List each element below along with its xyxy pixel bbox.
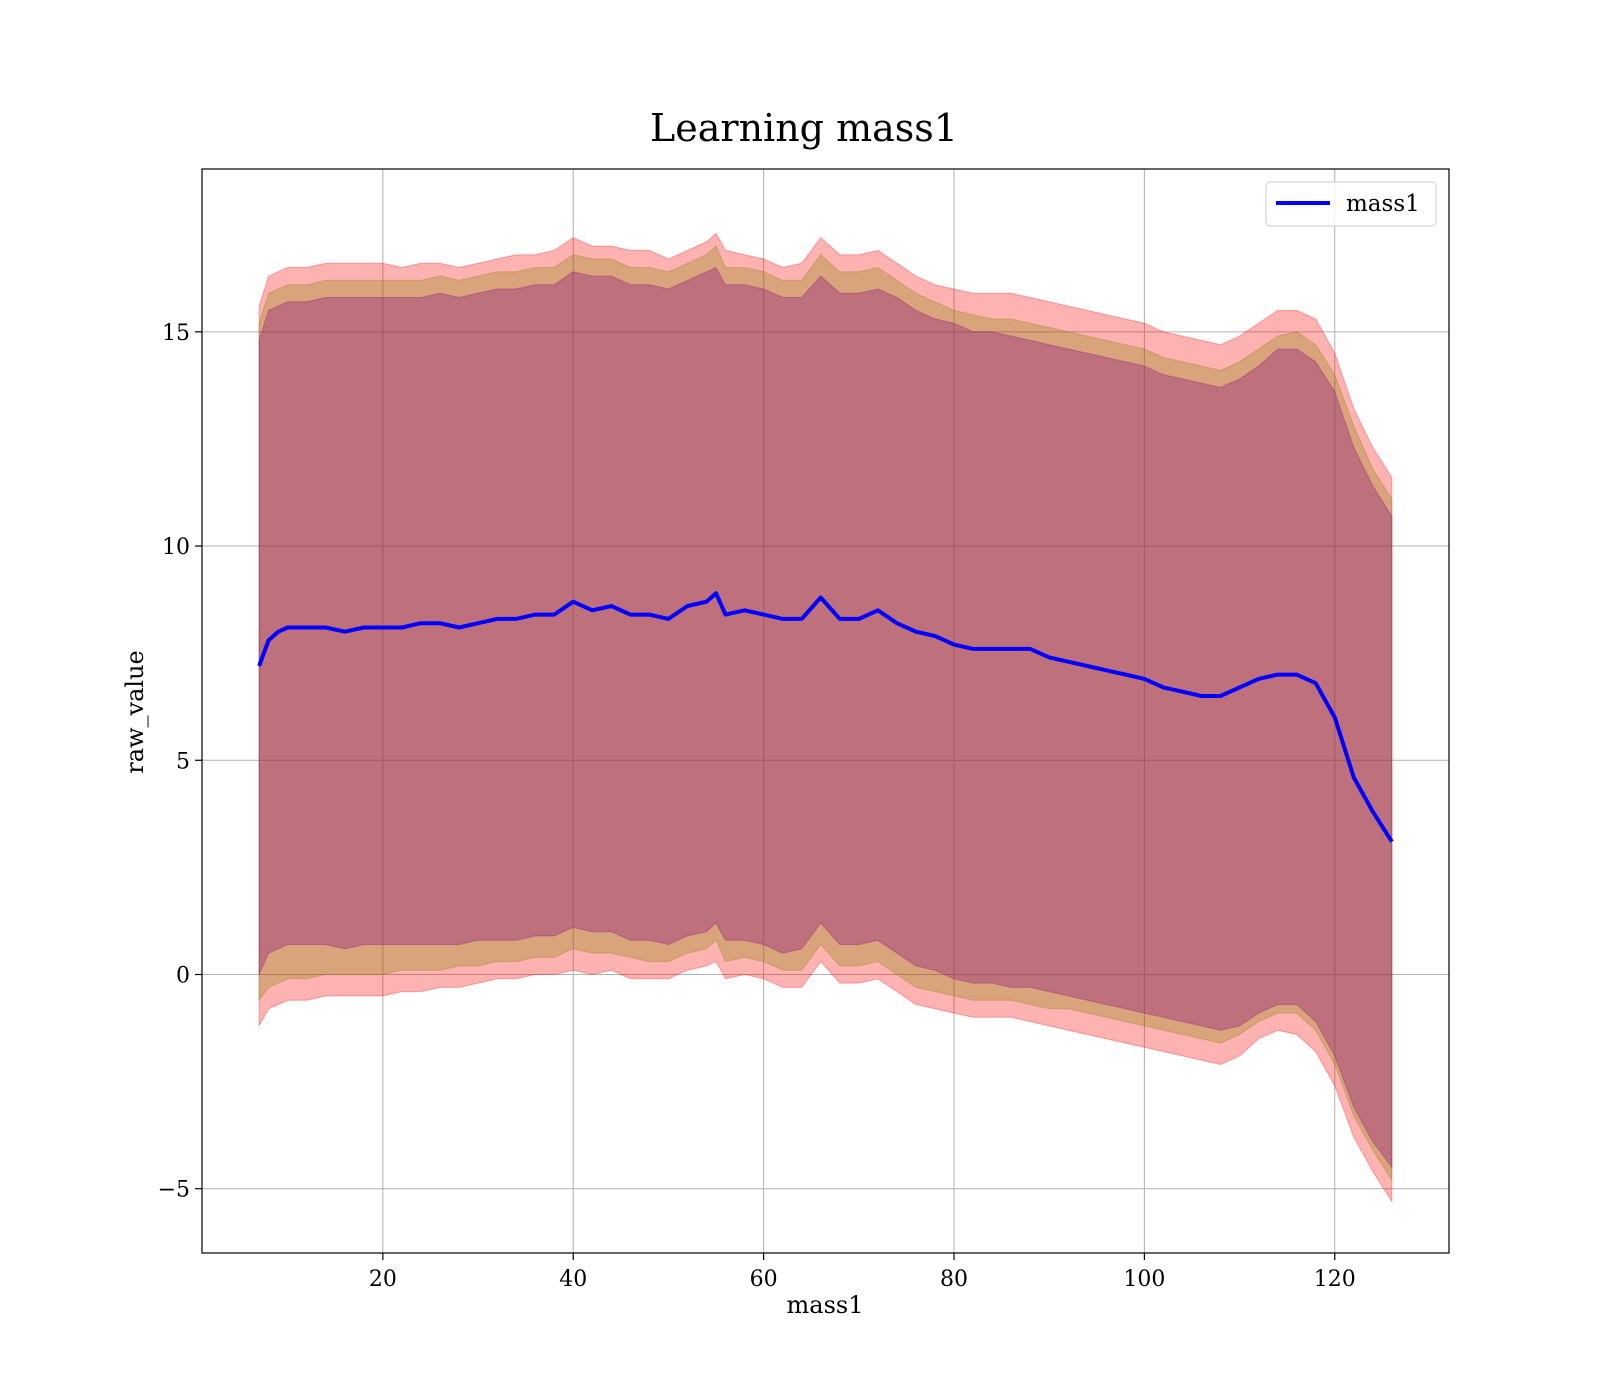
band-inner [258,266,1393,1169]
x-tick-label-2: 60 [750,1267,778,1292]
grid [202,169,1449,1253]
band-middle [258,245,1393,1182]
legend-box [1265,181,1437,227]
x-tick-label-4: 100 [1123,1267,1165,1292]
x-tick-label-0: 20 [369,1267,397,1292]
confidence-bands [258,232,1393,1204]
band-outer [258,232,1393,1204]
x-axis-ticks: 20 40 60 80 100 120 [369,1253,1356,1292]
y-tick-label-4: 15 [162,321,190,346]
chart-title: Learning mass1 [650,106,958,150]
x-tick-label-1: 40 [559,1267,587,1292]
series-line-0 [257,591,1394,843]
y-axis-label: raw_value [121,650,149,774]
x-tick-label-3: 80 [940,1267,968,1292]
x-tick-label-5: 120 [1314,1267,1356,1292]
legend: mass1 [1265,181,1437,227]
y-axis-ticks: −5 0 5 10 15 [158,321,202,1203]
series-lines [257,591,1394,843]
y-tick-label-0: −5 [158,1178,190,1203]
y-tick-label-2: 5 [176,749,190,774]
plot-frame [201,168,1450,1254]
x-axis-label: mass1 [787,1291,864,1319]
y-tick-label-1: 0 [176,964,190,989]
y-tick-label-3: 10 [162,535,190,560]
legend-entry-mass1: mass1 [1346,191,1420,217]
